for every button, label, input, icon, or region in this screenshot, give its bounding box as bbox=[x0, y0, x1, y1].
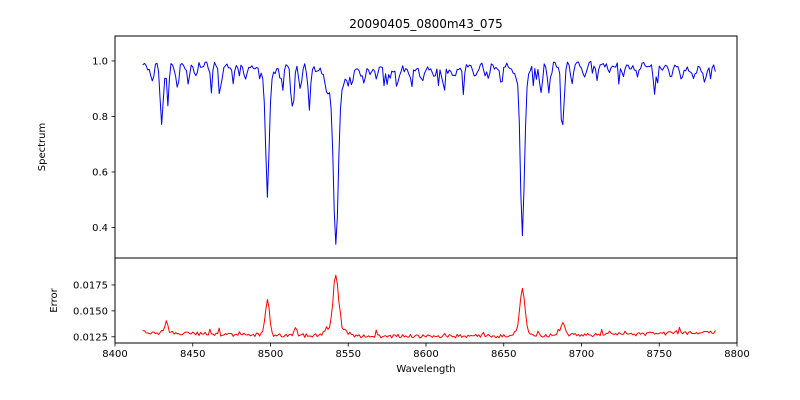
error-axes-border bbox=[114, 257, 738, 344]
x-tick-label: 8750 bbox=[647, 349, 672, 360]
y-tick-label: 1.0 bbox=[92, 56, 108, 67]
error-y-axis-ticks: 0.0125 0.0150 0.0175 bbox=[73, 280, 115, 343]
x-tick-label: 8450 bbox=[180, 349, 205, 360]
error-line bbox=[142, 274, 716, 339]
spectrum-y-axis-ticks: 0.4 0.6 0.8 1.0 bbox=[92, 56, 115, 234]
x-tick-label: 8800 bbox=[724, 349, 749, 360]
x-tick-label: 8700 bbox=[569, 349, 594, 360]
y-tick-label: 0.0125 bbox=[73, 332, 108, 343]
x-tick-label: 8400 bbox=[102, 349, 127, 360]
x-tick-label: 8500 bbox=[258, 349, 283, 360]
x-axis-ticks: 8400 8450 8500 8550 8600 8650 8700 8750 8800 bbox=[102, 343, 750, 360]
y-tick-label: 0.6 bbox=[92, 167, 108, 178]
y-tick-label: 0.0150 bbox=[73, 306, 108, 317]
y-tick-label: 0.4 bbox=[92, 223, 108, 234]
x-axis-label: Wavelength bbox=[396, 364, 455, 375]
y-tick-label: 0.8 bbox=[92, 112, 108, 123]
y-tick-label: 0.0175 bbox=[73, 280, 108, 291]
y-axis-label-spectrum: Spectrum bbox=[37, 123, 48, 171]
chart-title: 20090405_0800m43_075 bbox=[349, 17, 502, 31]
x-tick-label: 8600 bbox=[413, 349, 438, 360]
y-axis-label-error: Error bbox=[49, 287, 60, 312]
x-tick-label: 8550 bbox=[336, 349, 361, 360]
spectrum-line bbox=[142, 60, 716, 245]
x-tick-label: 8650 bbox=[491, 349, 516, 360]
